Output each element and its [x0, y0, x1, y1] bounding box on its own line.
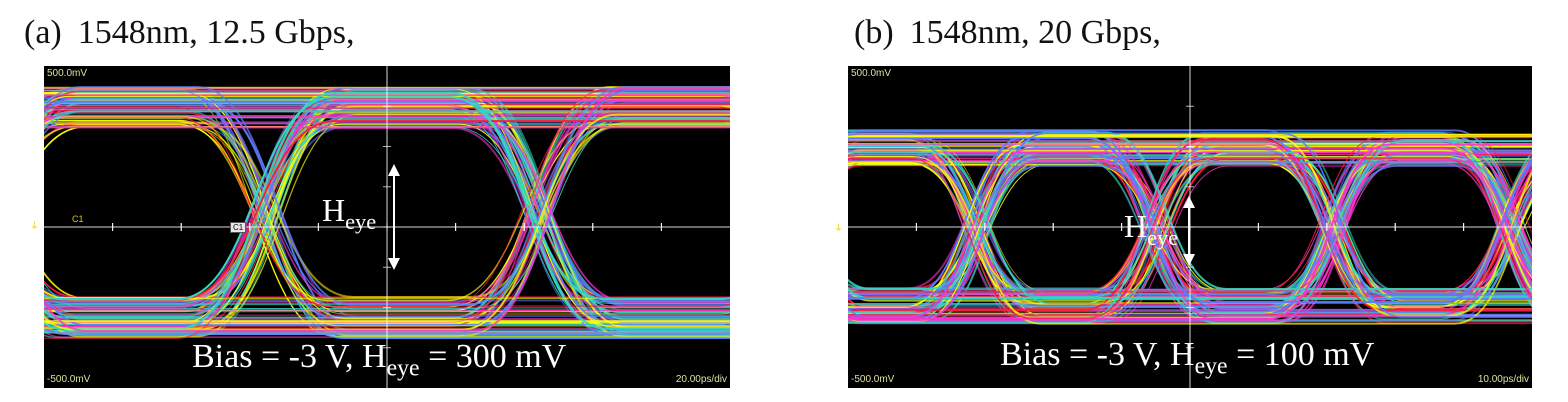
eye-traces	[848, 129, 1532, 325]
eye-traces-a	[44, 66, 730, 388]
caption-b: (b) 1548nm, 20 Gbps,	[854, 14, 1161, 52]
panel-a-caption: 1548nm, 12.5 Gbps,	[77, 14, 355, 51]
heye-label-a: Heye	[322, 192, 377, 234]
heye-label-b: Heye	[1124, 208, 1179, 250]
eye-diagram-a: 500.0mV -500.0mV 20.00ps/div C1 C1 Heye …	[44, 66, 730, 388]
heye-arrow-b	[1183, 196, 1195, 266]
heye-arrow-a	[388, 164, 400, 270]
scale-top-a: 500.0mV	[47, 68, 88, 79]
panel-b-label: (b)	[854, 14, 894, 51]
panel-b-caption: 1548nm, 20 Gbps,	[909, 14, 1161, 51]
grid	[44, 66, 730, 388]
channel-box-a: C1	[230, 222, 247, 233]
time-div-b: 10.00ps/div	[1477, 374, 1529, 385]
ground-marker-b: ⏚	[834, 223, 844, 233]
ground-marker-a: ⏚	[30, 221, 40, 231]
eye-diagram-b: 500.0mV -500.0mV 10.00ps/div Heye Bias =…	[848, 66, 1532, 388]
bias-label-b: Bias = -3 V, Heye = 100 mV	[1000, 336, 1375, 380]
time-div-a: 20.00ps/div	[675, 374, 727, 385]
eye-traces	[44, 86, 730, 340]
panel-a-label: (a)	[24, 14, 62, 51]
scale-bottom-b: -500.0mV	[851, 374, 895, 385]
bias-label-a: Bias = -3 V, Heye = 300 mV	[192, 338, 567, 382]
eye-traces-b	[848, 66, 1532, 388]
scale-bottom-a: -500.0mV	[47, 374, 91, 385]
caption-a: (a) 1548nm, 12.5 Gbps,	[24, 14, 354, 52]
scale-top-b: 500.0mV	[851, 68, 892, 79]
channel-label-a: C1	[72, 214, 84, 224]
